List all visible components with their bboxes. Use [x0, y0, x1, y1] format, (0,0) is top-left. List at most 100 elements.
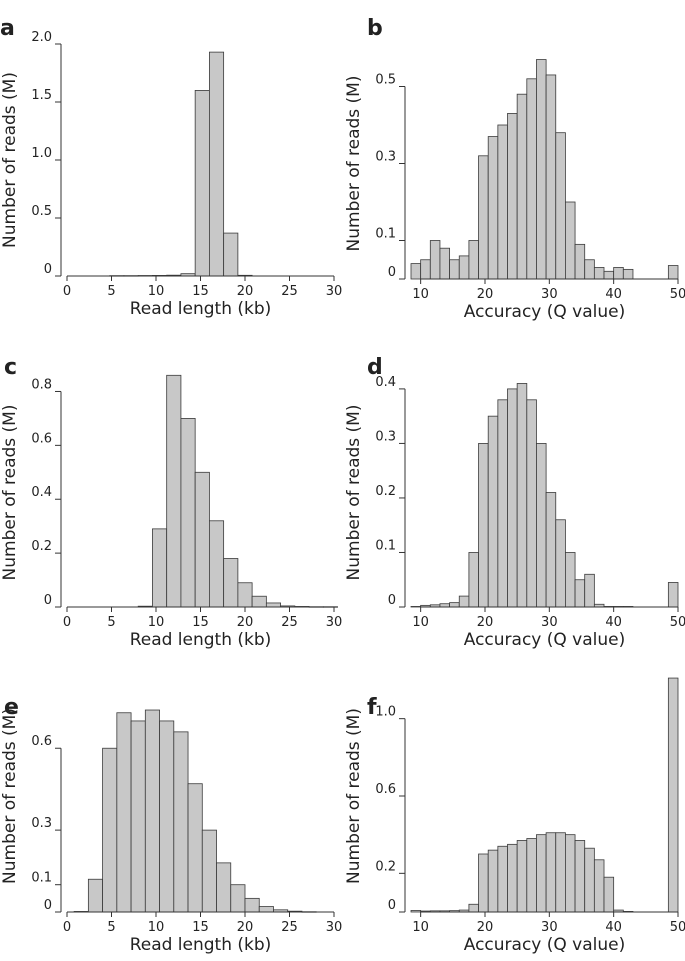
y-tick-label: 0 [388, 898, 396, 913]
histogram-bar [102, 747, 118, 913]
y-axis-label: Number of reads (M) [0, 72, 20, 248]
y-tick-label: 0.4 [31, 485, 52, 500]
histogram-bar [449, 259, 460, 280]
y-tick-label: 0.1 [375, 227, 396, 242]
histogram-bar [565, 201, 576, 280]
x-tick-label: 20 [237, 920, 254, 935]
histogram-bar [622, 268, 634, 280]
x-tick-label: 50 [670, 615, 685, 630]
histogram-bar [458, 255, 470, 280]
x-tick-label: 40 [605, 287, 622, 302]
panel-letter: b [367, 16, 383, 41]
histogram-bar [526, 78, 537, 280]
histogram-bar [545, 832, 557, 913]
panel-letter: d [367, 355, 383, 380]
panel-b: b 0 0.1 0.3 0.5 10 20 30 40 50 Accuracy (Q value) N… [344, 16, 685, 322]
y-tick-label: 0.5 [31, 204, 52, 219]
histogram-bar [216, 862, 232, 913]
x-tick-label: 0 [63, 615, 71, 630]
y-axis-label: Number of reads (M) [0, 708, 20, 884]
y-tick-label: 0.6 [375, 782, 396, 797]
x-tick-label: 25 [281, 615, 298, 630]
x-tick-label: 50 [670, 287, 685, 302]
histogram-bar [130, 720, 146, 913]
histogram-bar [593, 267, 605, 280]
histogram-bar [574, 579, 586, 608]
x-axis-label: Accuracy (Q value) [464, 630, 626, 650]
histogram-bar [487, 136, 499, 280]
x-tick-label: 10 [148, 284, 165, 299]
histogram-bar [458, 595, 470, 608]
x-axis-label: Accuracy (Q value) [464, 302, 626, 322]
y-tick-label: 0 [388, 593, 396, 608]
x-tick-label: 5 [107, 920, 115, 935]
y-tick-label: 0.2 [31, 539, 52, 554]
histogram-bar [208, 520, 225, 608]
y-axis-label: Number of reads (M) [344, 405, 364, 581]
x-tick-label: 20 [237, 284, 254, 299]
x-tick-label: 15 [192, 615, 209, 630]
histogram-bar [555, 519, 566, 608]
histogram-bar [87, 878, 104, 913]
y-tick-label: 0.3 [375, 150, 396, 165]
histogram-bar [144, 709, 160, 913]
y-axis-label: Number of reads (M) [344, 708, 364, 884]
histogram-bar [180, 418, 196, 608]
x-tick-label: 10 [412, 287, 429, 302]
y-tick-label: 0 [44, 593, 52, 608]
histogram-bar [565, 552, 576, 608]
histogram-bar [468, 240, 479, 280]
y-tick-label: 0.2 [375, 484, 396, 499]
histogram-bar [555, 832, 566, 913]
y-tick-label: 0 [388, 265, 396, 280]
histogram-bar [584, 847, 595, 913]
histogram-bar [410, 910, 422, 913]
panel-letter: c [4, 355, 17, 380]
y-tick-label: 0.6 [31, 734, 52, 749]
y-tick-label: 0.3 [375, 429, 396, 444]
histogram-bar [516, 840, 528, 913]
y-tick-label: 1.0 [375, 705, 396, 720]
histogram-bar [478, 155, 489, 280]
panel-a: a 0 0.5 1.0 1.5 2.0 0 5 10 15 20 25 30 Read length (k… [0, 16, 342, 319]
histogram-bar [536, 834, 547, 913]
histogram-bar [613, 267, 624, 280]
x-tick-label: 0 [63, 920, 71, 935]
panel-c: c 0 0.2 0.4 0.6 0.8 0 5 10 15 20 25 30 Read length (k… [0, 355, 342, 650]
y-tick-label: 0 [44, 898, 52, 913]
histogram-bar [478, 443, 489, 608]
histogram-bar [265, 602, 281, 608]
histogram-bar [545, 74, 557, 280]
histogram-bar [497, 845, 508, 913]
histogram-bar [545, 492, 557, 608]
histogram-bar [574, 840, 586, 913]
histogram-bar [667, 677, 679, 913]
y-tick-label: 1.0 [31, 146, 52, 161]
x-tick-label: 5 [107, 615, 115, 630]
y-axis-label: Number of reads (M) [0, 405, 20, 581]
x-tick-label: 40 [605, 615, 622, 630]
histogram-bar [497, 399, 508, 608]
histogram-bar [516, 93, 528, 280]
x-tick-label: 40 [605, 920, 622, 935]
x-tick-label: 10 [148, 920, 165, 935]
panel-f: f 0 0.2 0.6 1.0 10 20 30 40 50 Accuracy (Q value) N… [344, 677, 685, 955]
x-axis-label: Read length (kb) [130, 299, 272, 319]
histogram-bar [410, 606, 422, 608]
histogram-bar [593, 859, 605, 913]
x-tick-label: 25 [281, 920, 298, 935]
histogram-bar [201, 829, 217, 913]
histogram-bar [420, 259, 431, 280]
y-tick-label: 1.5 [31, 88, 52, 103]
x-axis-label: Read length (kb) [130, 935, 272, 955]
y-tick-label: 0.5 [375, 73, 396, 88]
x-axis-label: Accuracy (Q value) [464, 935, 626, 955]
histogram-bar [194, 90, 210, 277]
histogram-bar [555, 132, 566, 280]
panel-letter: e [4, 695, 19, 720]
histogram-bar [159, 720, 175, 913]
histogram-bar [230, 884, 246, 913]
y-tick-label: 0 [44, 262, 52, 277]
histogram-bar [152, 528, 168, 608]
